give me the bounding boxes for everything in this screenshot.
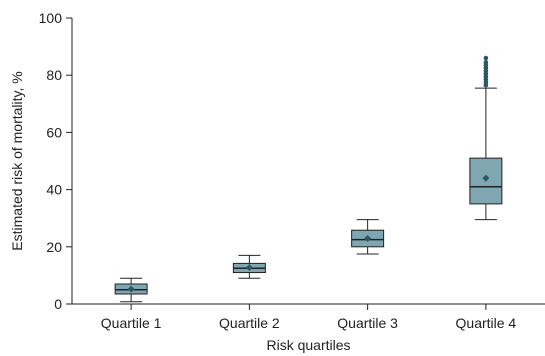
mean-marker — [364, 235, 372, 243]
x-tick-label: Quartile 1 — [101, 315, 162, 331]
outlier-point — [483, 60, 489, 65]
box-series — [114, 55, 503, 303]
y-axis-ticks: 0 20 40 60 80 100 — [39, 10, 72, 312]
x-tick-label: Quartile 4 — [456, 315, 517, 331]
box-2 — [232, 254, 266, 279]
mean-marker — [127, 285, 135, 293]
mean-marker — [482, 174, 490, 182]
box-1 — [114, 277, 148, 303]
outlier-point — [483, 55, 489, 61]
y-axis-title: Estimated risk of mortality, % — [9, 71, 25, 250]
box-4 — [469, 55, 503, 221]
mean-marker — [245, 264, 253, 272]
x-tick-label: Quartile 2 — [219, 315, 280, 331]
x-axis-ticks: Quartile 1 Quartile 2 Quartile 3 Quartile 4 — [101, 304, 517, 331]
y-tick-label: 0 — [54, 296, 62, 312]
y-tick-label: 20 — [46, 239, 62, 255]
y-tick-label: 40 — [46, 182, 62, 198]
x-tick-label: Quartile 3 — [337, 315, 398, 331]
box-3 — [351, 219, 385, 255]
y-tick-label: 60 — [46, 124, 62, 140]
y-tick-label: 80 — [46, 67, 62, 83]
y-tick-label: 100 — [39, 10, 63, 26]
x-axis-title: Risk quartiles — [266, 337, 350, 353]
